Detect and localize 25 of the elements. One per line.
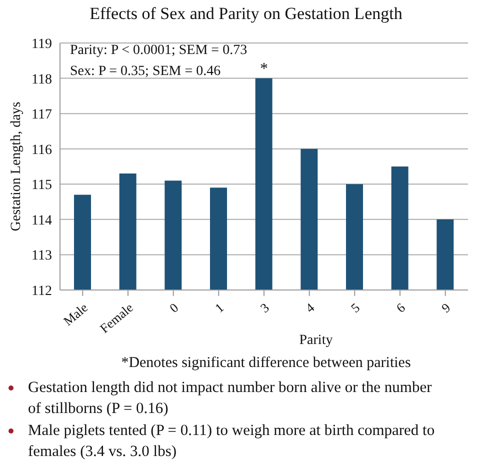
x-tick-label: 4 [302,300,318,316]
x-axis-title: Parity [299,333,333,348]
x-tick-label: 0 [166,300,182,316]
y-tick-label: 114 [32,213,52,228]
text: Gestation length did not impact number born alive or the number of stillborns (P = 0.16) [28,378,433,419]
y-tick-label: 116 [32,142,52,158]
y-tick-label: 119 [32,36,52,52]
y-tick-label: 115 [32,178,52,194]
x-tick-label: 3 [257,300,272,316]
y-tick-label: 113 [32,248,52,264]
x-tick-label: Male [60,300,91,329]
annotation: Sex: P = 0.35; SEM = 0.46 [70,63,222,81]
annotation: Parity: P < 0.0001; SEM = 0.73 [70,42,248,60]
text: *Denotes significant difference between parities [120,355,412,372]
y-tick-label: 117 [32,108,52,123]
chart-title: Effects of Sex and Parity on Gestation Length [88,4,404,24]
x-tick-label: 6 [393,300,408,316]
x-tick-label: 5 [348,300,363,316]
y-tick-label: 112 [32,284,52,299]
y-tick-label: 118 [32,72,52,88]
x-tick-label: 9 [438,300,454,316]
text: Male piglets tented (P = 0.11) to weigh more at birth compared to females (3.4 vs. 3.0 lbs) [28,421,436,462]
annotation: * [260,60,268,78]
x-tick-label: 1 [212,300,227,316]
y-axis-title: Gestation Length, days [8,102,24,232]
